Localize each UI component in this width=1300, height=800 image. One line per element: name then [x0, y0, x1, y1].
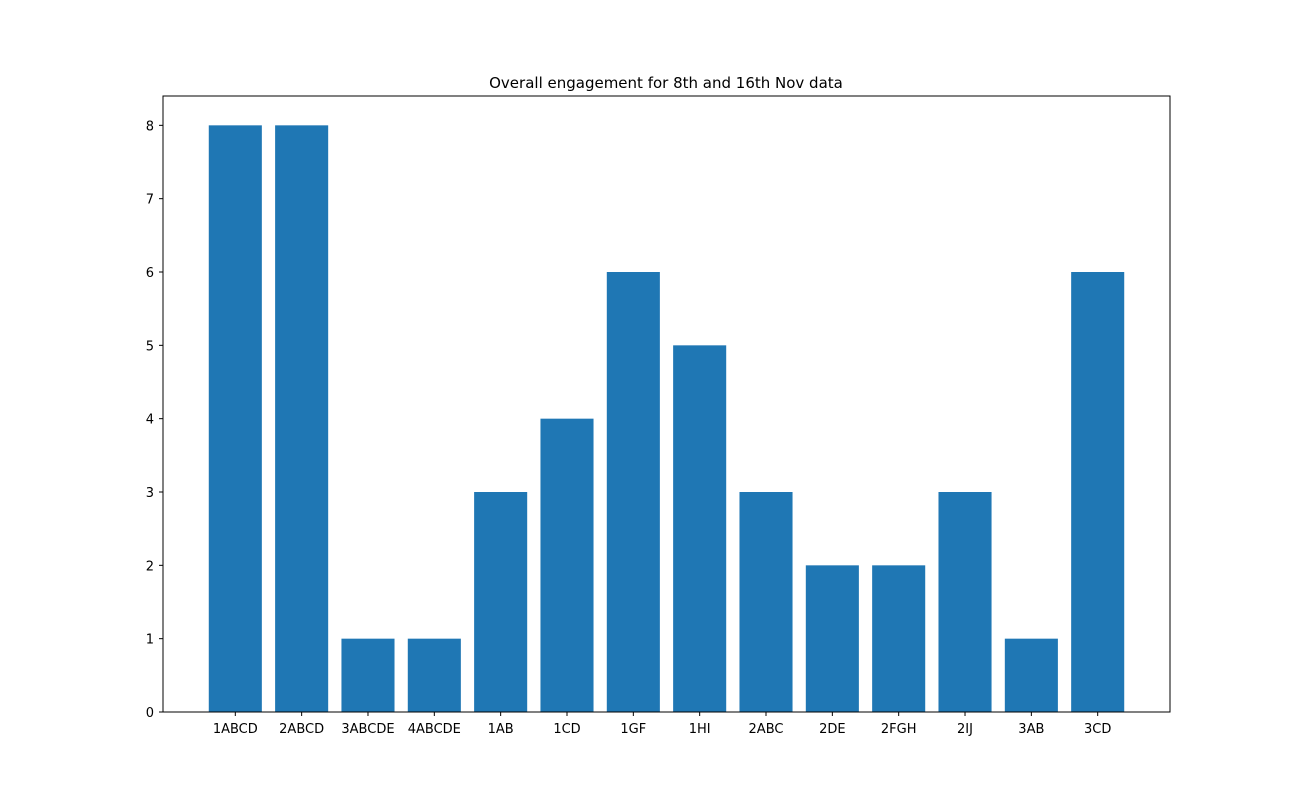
bar-3cd [1071, 272, 1125, 712]
x-tick-label: 3AB [1018, 722, 1044, 737]
bar-1ab [474, 492, 528, 712]
x-tick-label: 1HI [689, 722, 711, 737]
y-tick-label: 5 [146, 339, 154, 354]
bar-2de [805, 565, 859, 712]
bar-2abc [739, 492, 793, 712]
y-tick-label: 1 [146, 633, 154, 648]
x-tick-label: 1GF [620, 722, 646, 737]
y-tick-label: 0 [146, 706, 154, 721]
x-tick-label: 2IJ [957, 722, 973, 737]
chart-title: Overall engagement for 8th and 16th Nov … [489, 74, 843, 92]
x-tick-label: 1CD [553, 722, 580, 737]
x-tick-label: 1ABCD [213, 722, 258, 737]
axes-layer [162, 95, 1171, 713]
bar-1abcd [208, 125, 262, 713]
bars-layer [208, 125, 1125, 713]
bar-2abcd [275, 125, 329, 713]
bar-1cd [540, 418, 594, 712]
x-tick-label: 3CD [1084, 722, 1111, 737]
x-tick-label: 4ABCDE [408, 722, 461, 737]
y-tick-label: 7 [146, 193, 154, 208]
x-tick-label: 2ABCD [279, 722, 324, 737]
x-tick-label: 1AB [488, 722, 514, 737]
x-tick-label: 2FGH [881, 722, 917, 737]
x-tick-label: 2DE [819, 722, 846, 737]
bar-4abcde [407, 638, 461, 712]
bar-1hi [673, 345, 727, 712]
y-tick-label: 3 [146, 486, 154, 501]
bar-2fgh [872, 565, 926, 712]
plot-frame [162, 95, 1171, 713]
y-tick-label: 2 [146, 559, 154, 574]
y-tick-label: 8 [146, 119, 154, 134]
bar-2ij [938, 492, 992, 712]
bar-3abcde [341, 638, 395, 712]
bar-3ab [1004, 638, 1058, 712]
x-tick-label: 3ABCDE [341, 722, 394, 737]
ticks-layer: 1ABCD 2ABCD 3ABCDE 4ABCDE 1AB 1CD 1GF 1HI 2ABC 2D… [146, 119, 1112, 737]
x-tick-label: 2ABC [749, 722, 784, 737]
y-tick-label: 6 [146, 266, 154, 281]
bar-1gf [606, 272, 660, 712]
y-tick-label: 4 [146, 413, 154, 428]
